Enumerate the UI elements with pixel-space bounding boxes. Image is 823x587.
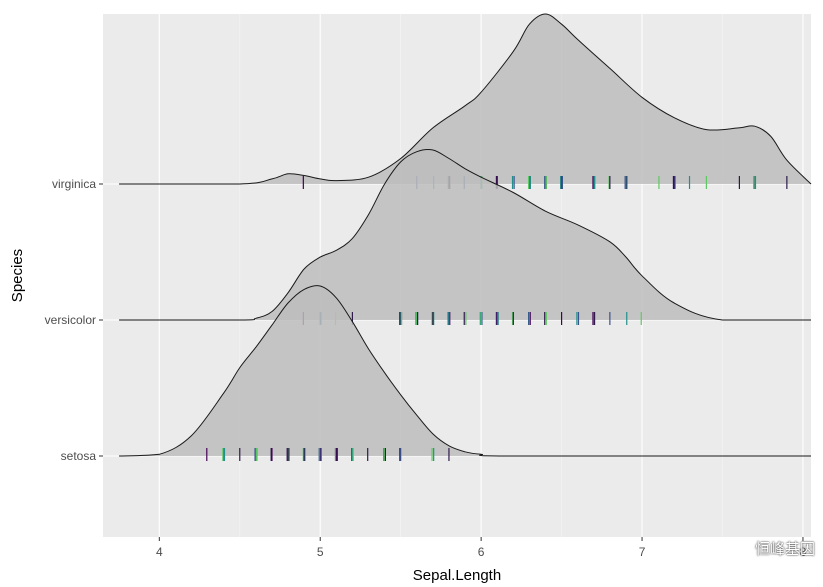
density-line-setosa [119,285,811,457]
ridges [119,13,812,461]
y-tick-label: setosa [61,449,97,463]
x-tick-label: 4 [156,545,163,559]
y-tick-label: versicolor [45,313,96,327]
density-area-setosa [119,285,812,456]
density-line-versicolor [119,149,811,321]
x-tick-label: 6 [478,545,485,559]
watermark: 恒峰基因 [754,540,815,558]
rug-setosa [206,448,450,461]
y-tick-label: virginica [52,177,96,191]
x-tick-label: 8 [800,545,807,559]
density-area-versicolor [119,149,812,320]
x-tick-label: 5 [317,545,324,559]
ridge-versicolor [119,149,812,325]
y-axis-title: Species [9,249,26,302]
axes: 4 5 6 7 8 setosa versicolor virginica [45,177,807,559]
x-axis-title: Sepal.Length [413,567,501,584]
ridge-setosa [119,285,812,461]
density-area-virginica [119,14,812,184]
density-line-virginica [119,13,812,185]
x-tick-label: 7 [639,545,646,559]
